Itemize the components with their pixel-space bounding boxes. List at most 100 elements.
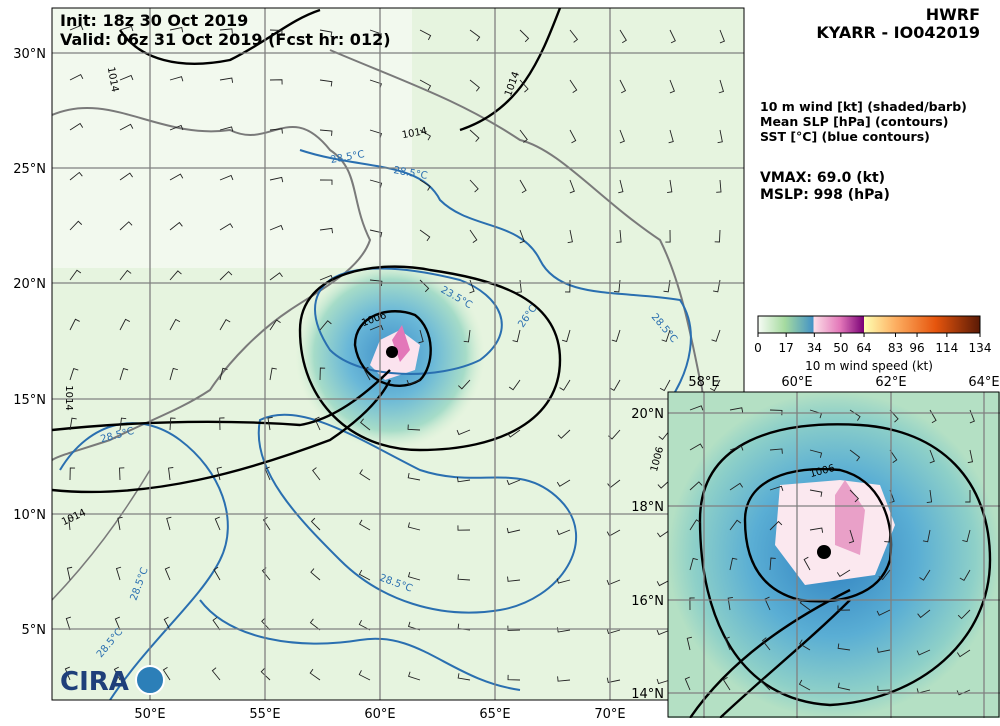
- wind-barb: [519, 79, 529, 93]
- slp-label: 1014: [63, 385, 74, 410]
- wind-barb: [219, 77, 234, 83]
- wind-barb: [69, 122, 84, 131]
- wind-barb: [656, 678, 671, 685]
- wind-barb: [561, 329, 571, 343]
- wind-barb: [667, 179, 673, 194]
- coastline: [52, 469, 151, 601]
- wind-barb: [64, 666, 71, 681]
- lon-label: 65°E: [479, 707, 510, 722]
- wind-barb: [668, 129, 674, 144]
- wind-barb: [957, 609, 971, 620]
- lon-label: 70°E: [594, 707, 625, 722]
- inset-map: [668, 392, 1000, 718]
- wind-barb: [519, 179, 527, 194]
- wind-barb: [269, 367, 277, 381]
- wind-barb: [119, 25, 134, 32]
- wind-barb: [877, 685, 891, 692]
- wind-barb: [457, 574, 471, 581]
- wind-barb: [849, 489, 860, 503]
- wind-barb: [619, 79, 627, 94]
- wind-barb: [219, 223, 234, 231]
- wind-barb: [267, 416, 273, 431]
- wind-barb: [213, 566, 221, 581]
- vmax: VMAX: 69.0 (kt): [760, 170, 885, 186]
- wind-barb: [314, 416, 321, 431]
- wind-barb: [809, 449, 823, 458]
- wind-barb: [309, 668, 321, 681]
- wind-barb: [719, 29, 725, 44]
- wind-barb: [359, 469, 371, 481]
- wind-barb: [761, 637, 771, 651]
- wind-barb: [261, 617, 271, 631]
- wind-barb: [799, 639, 811, 651]
- wind-barb: [164, 566, 171, 581]
- wind-barb: [219, 126, 234, 132]
- wind-barb: [837, 643, 851, 651]
- wind-barb: [312, 467, 321, 481]
- wind-barb: [686, 636, 693, 651]
- wind-barb: [319, 320, 332, 331]
- wind-barb: [729, 445, 744, 451]
- wind-barb: [722, 676, 731, 691]
- wind-barb: [169, 221, 183, 231]
- wind-barb: [168, 467, 174, 481]
- wind-barb: [119, 467, 125, 481]
- wind-barb: [113, 666, 121, 681]
- wind-barb: [848, 529, 855, 544]
- wind-barb: [69, 220, 83, 231]
- wind-barb: [69, 318, 80, 331]
- wind-barb: [369, 229, 383, 238]
- colorbar-tick-label: 114: [935, 341, 958, 355]
- wind-barb: [569, 129, 577, 144]
- wind-barb: [618, 179, 624, 194]
- wind-barb: [66, 566, 73, 581]
- wind-barb: [269, 29, 283, 36]
- wind-barb: [369, 279, 383, 287]
- lon-label: 55°E: [249, 707, 280, 722]
- wind-barb: [724, 636, 731, 651]
- wind-barb: [358, 569, 371, 581]
- wind-barb: [556, 529, 571, 536]
- wind-barb: [216, 466, 222, 481]
- wind-barb: [69, 467, 76, 481]
- wind-barb: [969, 409, 975, 424]
- wind-barb: [727, 596, 733, 611]
- wind-barb: [269, 79, 283, 85]
- wind-barb: [917, 609, 931, 619]
- wind-barb: [689, 519, 701, 531]
- wind-barb: [569, 79, 578, 94]
- logo-icon: [135, 665, 165, 695]
- wind-barb: [962, 529, 971, 543]
- wind-barb: [363, 366, 371, 381]
- wind-barb: [714, 229, 721, 243]
- wind-barb: [65, 616, 72, 631]
- wind-barb: [609, 379, 621, 392]
- wind-barb: [716, 179, 722, 193]
- wind-barb: [214, 516, 221, 531]
- main-map: [52, 8, 744, 700]
- wind-barb: [219, 270, 233, 281]
- wind-barb: [69, 73, 84, 81]
- colorbar-label: 10 m wind speed (kt): [805, 359, 933, 373]
- wind-barb: [516, 279, 522, 293]
- wind-barb: [169, 27, 184, 33]
- wind-barb: [469, 29, 481, 42]
- wind-barb: [169, 417, 176, 431]
- wind-barb: [837, 605, 851, 611]
- land-shade: [52, 8, 412, 268]
- wind-barb: [519, 129, 528, 143]
- wind-barb: [837, 682, 851, 691]
- lon-label: 60°E: [364, 707, 395, 722]
- wind-barb: [119, 221, 133, 231]
- wind-barb: [764, 596, 771, 611]
- wind-barb: [656, 629, 671, 636]
- wind-barb: [219, 28, 233, 34]
- wind-barb: [319, 274, 334, 281]
- wind-barb: [684, 676, 691, 691]
- wind-barb: [169, 173, 184, 181]
- wind-barb: [713, 279, 721, 293]
- lat-label: 5°N: [22, 623, 47, 638]
- wind-barb: [849, 449, 861, 462]
- wind-barb: [418, 329, 424, 344]
- wind-barb: [269, 224, 284, 231]
